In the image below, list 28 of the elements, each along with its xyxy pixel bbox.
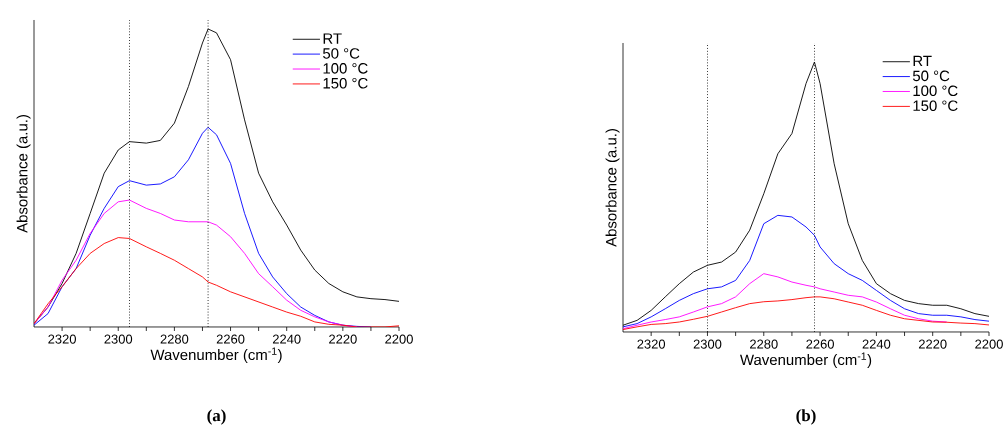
x-tick-label: 2200: [975, 339, 1003, 349]
x-tick-label: 2320: [48, 334, 76, 344]
x-tick-label: 2240: [862, 339, 891, 349]
x-axis-title: Wavenumber (cm$^{-1}$): [150, 347, 282, 364]
legend-label: RT: [913, 55, 932, 67]
legend-label: RT: [323, 33, 342, 44]
x-tick-label: 2260: [216, 334, 245, 344]
x-tick-label: 2320: [637, 339, 666, 349]
text: (a): [207, 409, 226, 425]
legend-label: 150 °C: [323, 77, 368, 89]
x-tick-label: 2260: [806, 339, 834, 349]
text: (b): [796, 409, 816, 425]
x-tick-label: 2300: [104, 334, 133, 344]
y-axis-title: Absorbance (a.u.): [16, 115, 31, 233]
x-tick-label: 2280: [750, 339, 778, 349]
legend-label: 100 °C: [913, 85, 958, 97]
x-tick-label: 2240: [272, 334, 301, 344]
legend-label: 50 °C: [912, 70, 950, 82]
legend-label: 50 °C: [323, 48, 360, 59]
y-axis-title: Absorbance (a.u.): [605, 129, 620, 247]
x-axis-title: Wavenumber (cm$^{-1}$): [740, 352, 872, 369]
x-tick-label: 2300: [693, 339, 722, 349]
x-tick-label: 2280: [160, 334, 189, 344]
x-tick-label: 2220: [329, 334, 357, 344]
legend-label: 100 °C: [323, 63, 368, 74]
x-tick-label: 2220: [918, 339, 947, 349]
x-tick-label: 2200: [385, 334, 413, 344]
legend-label: 150 °C: [913, 100, 958, 111]
